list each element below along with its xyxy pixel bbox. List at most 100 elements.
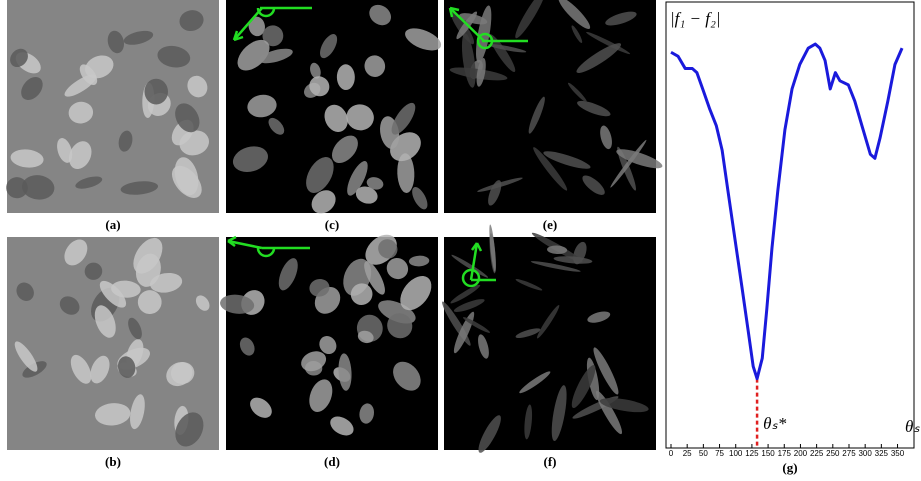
x-tick-label: 225 xyxy=(810,449,824,458)
cell xyxy=(310,62,321,79)
cell xyxy=(366,177,384,190)
cell xyxy=(600,125,612,150)
arrow-head xyxy=(232,30,244,42)
cell xyxy=(524,404,533,440)
angle-arc xyxy=(476,32,494,50)
cell xyxy=(558,0,591,30)
x-tick-label: 75 xyxy=(715,449,724,458)
x-tick-label: 300 xyxy=(858,449,872,458)
cell xyxy=(489,224,496,272)
cell xyxy=(258,48,293,64)
cell xyxy=(16,282,34,301)
x-tick-label: 25 xyxy=(683,449,692,458)
cell xyxy=(331,135,358,164)
cell xyxy=(123,30,154,45)
cell xyxy=(117,356,136,378)
cell xyxy=(68,101,94,124)
cell xyxy=(10,48,28,68)
arrow xyxy=(469,242,496,282)
line xyxy=(670,42,904,381)
cell xyxy=(364,55,386,77)
x-tick-label: 150 xyxy=(761,449,775,458)
cell xyxy=(397,153,415,193)
cell xyxy=(85,55,114,79)
cell xyxy=(324,104,348,132)
cell xyxy=(355,186,378,204)
cell xyxy=(130,394,145,430)
angle-arc xyxy=(461,268,481,288)
cell xyxy=(195,295,210,311)
x-tick-label: 325 xyxy=(875,449,889,458)
cell xyxy=(6,177,28,199)
cell xyxy=(144,78,168,105)
cell xyxy=(553,256,593,264)
cell xyxy=(94,305,116,338)
panel-label: (e) xyxy=(543,217,557,232)
cell xyxy=(309,379,333,413)
cell xyxy=(137,290,162,314)
cell xyxy=(21,175,55,200)
cell xyxy=(21,77,43,101)
cell xyxy=(364,261,385,295)
cell xyxy=(450,284,481,304)
cell xyxy=(476,58,486,87)
cell xyxy=(610,139,647,188)
cell xyxy=(301,351,327,372)
cell xyxy=(478,415,501,453)
arrow-head xyxy=(227,235,237,248)
cell xyxy=(187,75,208,98)
cell xyxy=(387,313,413,339)
cell xyxy=(571,365,596,408)
x-tick-label: 250 xyxy=(826,449,840,458)
cell xyxy=(247,94,277,118)
cell xyxy=(157,45,191,68)
cell xyxy=(519,371,551,394)
x-tick-label: 125 xyxy=(745,449,759,458)
cell xyxy=(577,100,611,117)
cell xyxy=(347,161,368,196)
cell xyxy=(170,362,195,384)
cell xyxy=(528,96,545,134)
cell xyxy=(14,341,38,372)
cell xyxy=(369,4,392,26)
cell xyxy=(547,245,568,255)
cell xyxy=(174,157,199,196)
x-tick-label: 175 xyxy=(778,449,792,458)
cell xyxy=(551,385,567,442)
cell xyxy=(488,44,527,53)
cell xyxy=(543,151,591,169)
cell xyxy=(515,279,543,291)
cell xyxy=(94,403,131,426)
cell xyxy=(64,74,97,97)
angle-arc xyxy=(256,7,276,18)
arrow xyxy=(449,7,528,43)
cell xyxy=(239,337,255,356)
cell xyxy=(576,43,622,74)
cell xyxy=(68,141,92,170)
cell xyxy=(451,254,489,278)
cell xyxy=(306,157,334,193)
panel-label: (f) xyxy=(544,454,557,469)
cell xyxy=(489,34,516,73)
x-axis-label: θₛ xyxy=(905,417,920,436)
x-tick-label: 100 xyxy=(729,449,743,458)
panel-label: (b) xyxy=(105,454,121,469)
cell xyxy=(99,280,127,308)
green-overlays xyxy=(227,6,528,288)
cell xyxy=(393,361,421,391)
cell xyxy=(515,328,541,338)
cell xyxy=(567,82,587,103)
cell xyxy=(320,34,338,59)
cell xyxy=(250,397,272,418)
cell xyxy=(536,304,560,339)
x-tick-label: 275 xyxy=(842,449,856,458)
cell xyxy=(268,117,285,135)
cell xyxy=(64,239,88,266)
cell xyxy=(571,25,583,44)
arrow-head xyxy=(448,6,460,18)
cell xyxy=(405,28,442,51)
chart-label: (g) xyxy=(782,460,797,475)
cell xyxy=(120,181,159,195)
cell xyxy=(599,398,649,413)
